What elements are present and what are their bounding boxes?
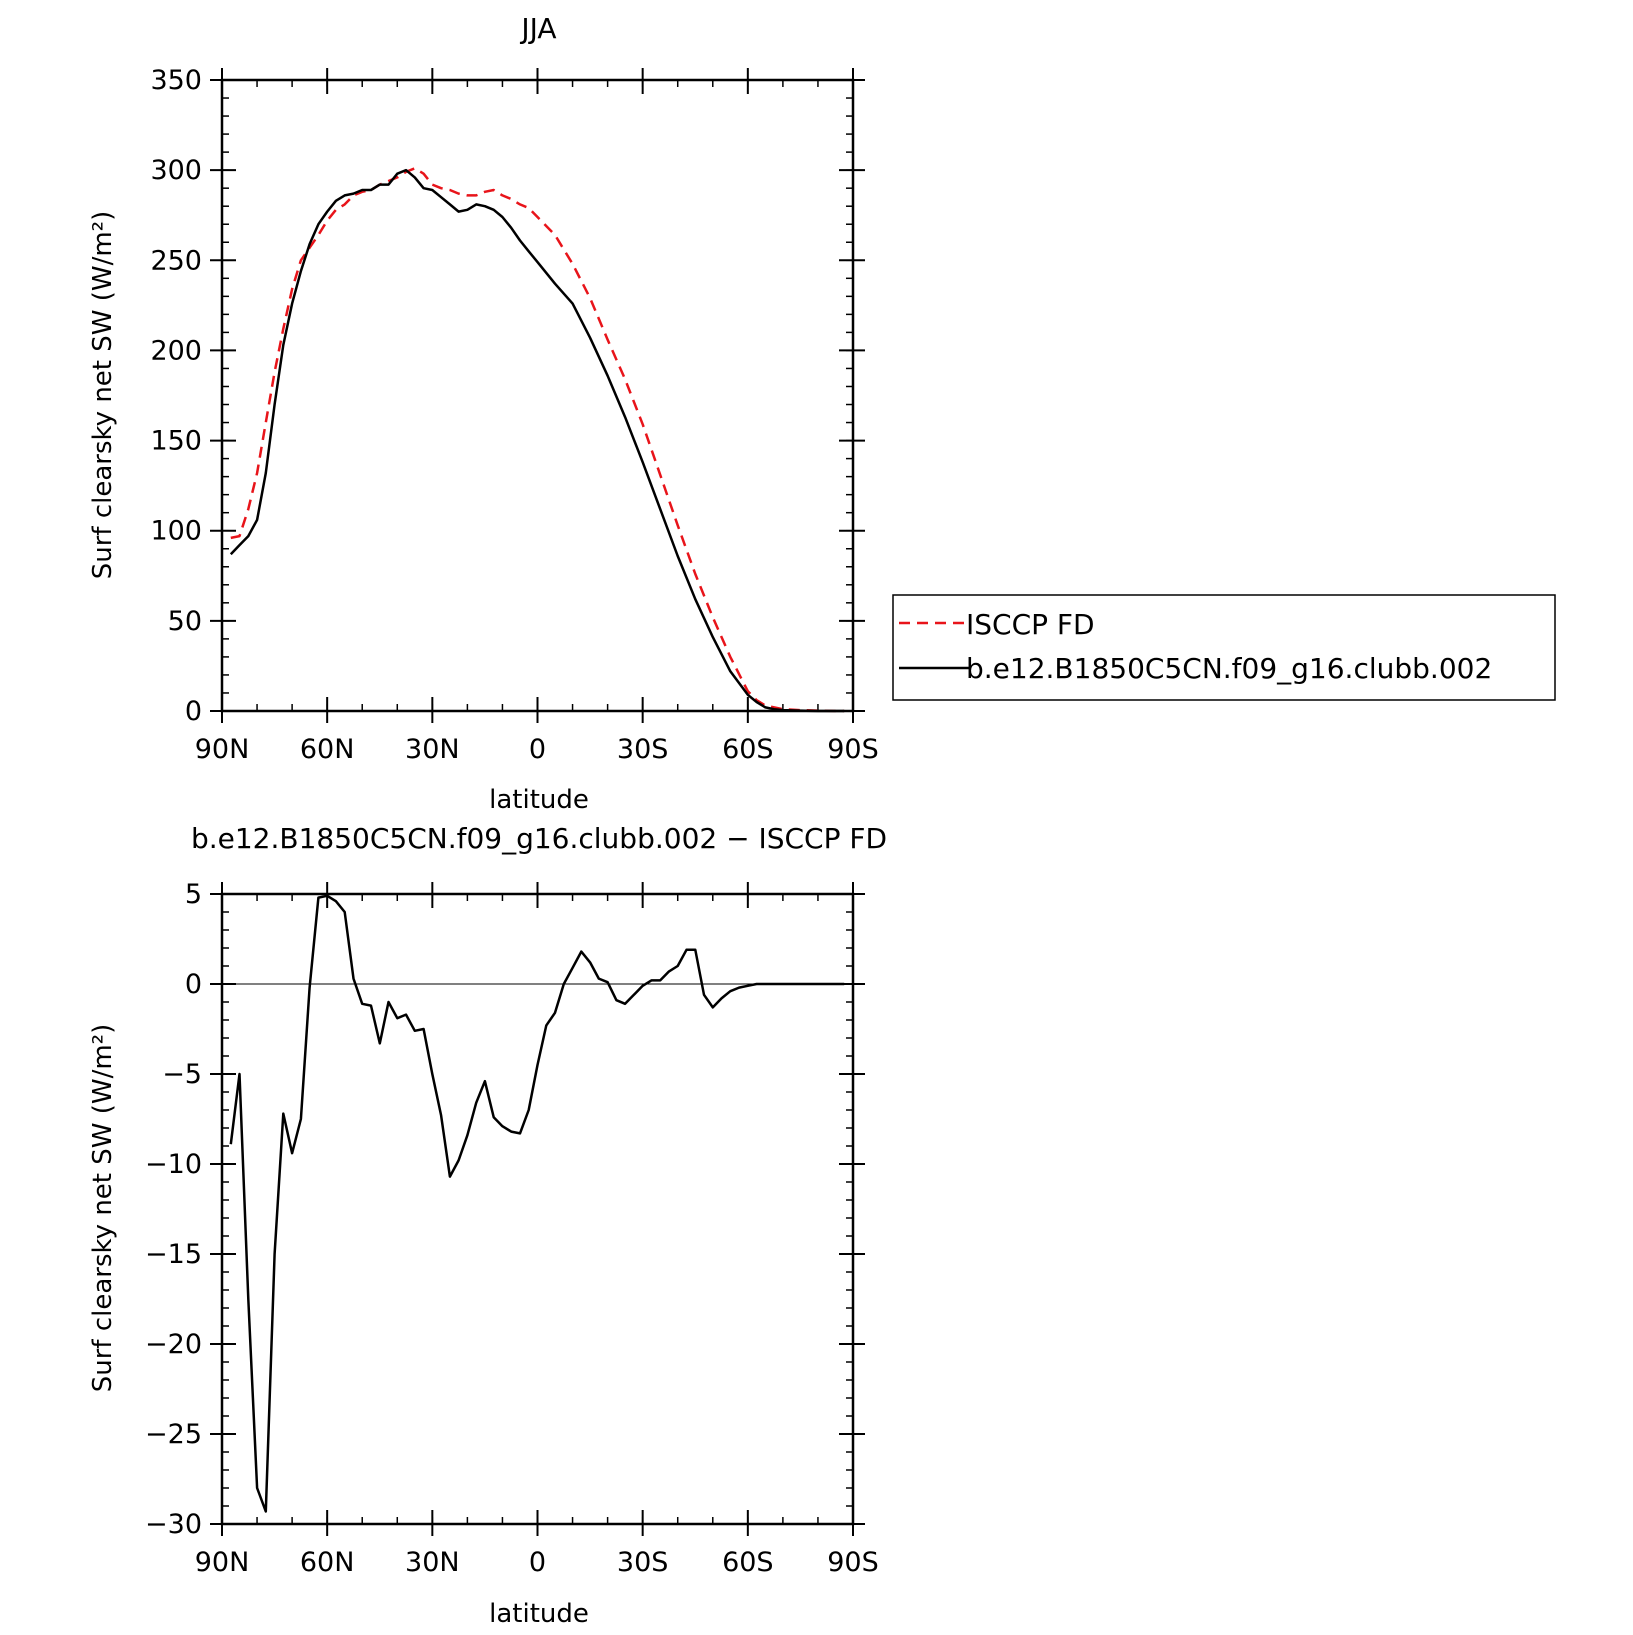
bottom-y-tick-label: −10 (145, 1149, 202, 1180)
bottom-chart-panel: b.e12.B1850C5CN.f09_g16.clubb.002 − ISCC… (88, 822, 887, 1629)
top-plot-frame (220, 78, 855, 713)
bottom-x-tick-label: 60S (722, 1547, 774, 1578)
top-y-tick-label: 100 (150, 516, 202, 547)
top-x-tick-label: 30S (617, 734, 669, 765)
top-x-tick-label: 90N (195, 734, 250, 765)
top-chart-title: JJA (519, 12, 556, 45)
bottom-chart-title: b.e12.B1850C5CN.f09_g16.clubb.002 − ISCC… (191, 822, 887, 855)
bottom-x-tick-label: 90N (195, 1547, 250, 1578)
top-y-tick-label: 200 (150, 335, 202, 366)
top-y-tick-label: 50 (168, 606, 202, 637)
top-y-tick-label: 300 (150, 155, 202, 186)
bottom-series-lines (229, 894, 845, 1513)
bottom-x-tick-label: 60N (300, 1547, 355, 1578)
bottom-series-line-model (229, 894, 845, 1513)
bottom-x-tick-label: 90S (827, 1547, 879, 1578)
top-y-tick-label: 250 (150, 245, 202, 276)
top-y-axis-title: Surf clearsky net SW (W/m²) (88, 211, 118, 579)
bottom-x-axis-title: latitude (489, 1599, 589, 1629)
bottom-y-tick-label: −15 (145, 1239, 202, 1270)
bottom-y-tick-label: −5 (162, 1059, 202, 1090)
top-x-tick-label: 90S (827, 734, 879, 765)
top-x-tick-label: 60S (722, 734, 774, 765)
top-y-tick-label: 350 (150, 65, 202, 96)
bottom-y-tick-label: 5 (185, 879, 202, 910)
bottom-y-tick-label: −30 (145, 1509, 202, 1540)
legend-box (892, 594, 1556, 701)
top-y-tick-label: 150 (150, 426, 202, 457)
top-series-lines (229, 167, 845, 713)
bottom-y-tick-label: −20 (145, 1329, 202, 1360)
top-series-line-model (229, 168, 845, 713)
legend-label-model: b.e12.B1850C5CN.f09_g16.clubb.002 (966, 652, 1492, 685)
top-axes: 90N 60N 30N 0 30S 60S 90S 0 50 100 150 200 250 300 350 (150, 65, 878, 765)
top-series-line-isccp (230, 167, 845, 713)
top-x-tick-label: 0 (529, 734, 546, 765)
bottom-x-tick-label: 0 (529, 1547, 546, 1578)
top-y-tick-label: 0 (185, 696, 202, 727)
legend-label-isccp: ISCCP FD (966, 608, 1095, 641)
bottom-y-axis-title: Surf clearsky net SW (W/m²) (88, 1024, 118, 1392)
top-x-tick-label: 30N (405, 734, 460, 765)
legend: ISCCP FD b.e12.B1850C5CN.f09_g16.clubb.0… (892, 594, 1556, 701)
bottom-x-tick-label: 30S (617, 1547, 669, 1578)
top-x-axis-title: latitude (489, 785, 589, 815)
bottom-y-tick-label: 0 (185, 969, 202, 1000)
bottom-y-tick-label: −25 (145, 1419, 202, 1450)
top-chart-panel: JJA Surf clearsky net SW (W/m²) latitude… (88, 12, 879, 815)
bottom-x-tick-label: 30N (405, 1547, 460, 1578)
bottom-plot-frame (220, 892, 855, 1526)
top-x-tick-label: 60N (300, 734, 355, 765)
